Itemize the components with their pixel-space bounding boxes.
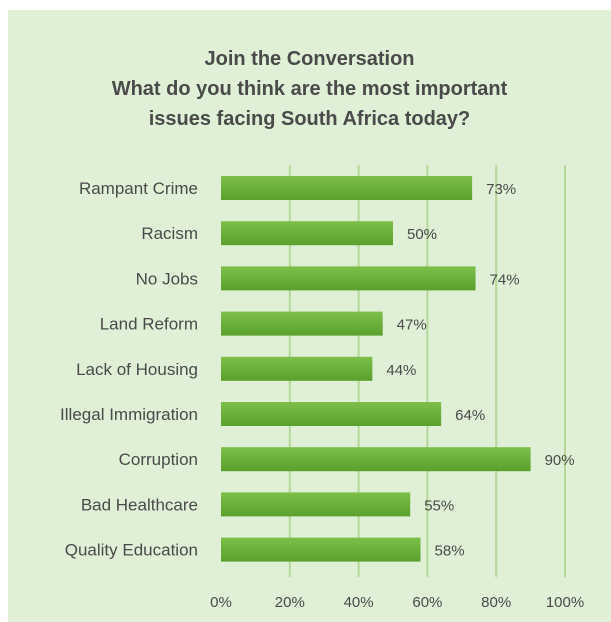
bar: [221, 221, 393, 246]
bar: [221, 537, 421, 562]
bar: [221, 356, 373, 381]
value-label: 58%: [435, 543, 465, 560]
chart-title: Join the Conversation What do you think …: [8, 44, 611, 134]
category-label: Quality Education: [65, 541, 198, 560]
chart-title-line-3: issues facing South Africa today?: [148, 108, 471, 130]
x-tick-label: 20%: [275, 594, 305, 611]
value-label: 74%: [490, 271, 520, 288]
value-label: 50%: [407, 226, 437, 243]
value-label: 55%: [424, 497, 454, 514]
x-tick-label: 0%: [210, 594, 232, 611]
category-label: Racism: [141, 224, 198, 243]
chart-card: Join the Conversation What do you think …: [8, 10, 611, 622]
value-label: 90%: [545, 452, 575, 469]
bar: [221, 447, 531, 472]
category-label: No Jobs: [136, 269, 198, 288]
value-label: 64%: [455, 407, 485, 424]
bar: [221, 402, 442, 426]
category-label: Lack of Housing: [76, 360, 198, 379]
bar: [221, 266, 476, 291]
value-label: 47%: [397, 317, 427, 334]
chart-title-line-2: What do you think are the most important: [111, 78, 508, 100]
x-tick-label: 40%: [344, 594, 374, 611]
category-label: Corruption: [119, 450, 198, 469]
category-label: Illegal Immigration: [60, 405, 198, 424]
category-label: Rampant Crime: [79, 179, 198, 198]
x-tick-label: 100%: [546, 594, 584, 611]
chart-title-line-1: Join the Conversation: [204, 48, 415, 70]
category-label: Land Reform: [100, 315, 198, 334]
value-label: 44%: [386, 362, 416, 379]
bar: [221, 176, 473, 200]
bar-chart: 0% 20% 40% 60% 80% 100% Rampant Crime 73% Racism…: [60, 165, 584, 611]
bar: [221, 311, 383, 336]
x-tick-label: 80%: [481, 594, 511, 611]
category-label: Bad Healthcare: [81, 495, 198, 514]
value-label: 73%: [486, 181, 516, 198]
bar: [221, 492, 411, 517]
x-tick-label: 60%: [412, 594, 442, 611]
